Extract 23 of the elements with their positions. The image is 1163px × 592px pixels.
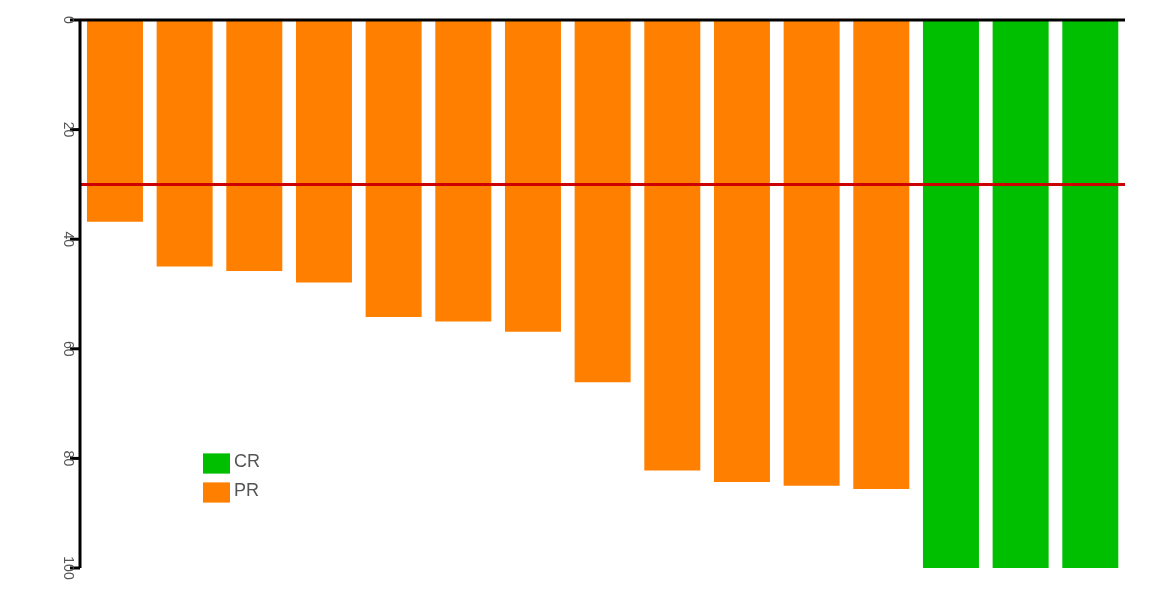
bar <box>783 20 840 486</box>
bar <box>226 20 283 271</box>
bar <box>992 20 1049 568</box>
y-tick-label: 80 <box>61 450 77 467</box>
bar <box>365 20 422 318</box>
bar <box>156 20 213 267</box>
y-tick-label: 20 <box>61 121 77 138</box>
bar <box>713 20 770 482</box>
bar <box>435 20 492 322</box>
y-tick-label: 60 <box>61 341 77 357</box>
bar <box>1062 20 1119 568</box>
bar <box>922 20 979 568</box>
legend-label: CR <box>234 451 260 471</box>
bar <box>504 20 561 332</box>
legend-label: PR <box>234 479 260 500</box>
bar <box>853 20 910 490</box>
y-tick-label: 40 <box>61 231 77 248</box>
bar <box>574 20 631 383</box>
y-tick-label: 100 <box>61 556 77 580</box>
bar <box>644 20 701 471</box>
bar <box>295 20 352 283</box>
bar <box>86 20 143 222</box>
y-tick-label: 0 <box>61 16 77 25</box>
